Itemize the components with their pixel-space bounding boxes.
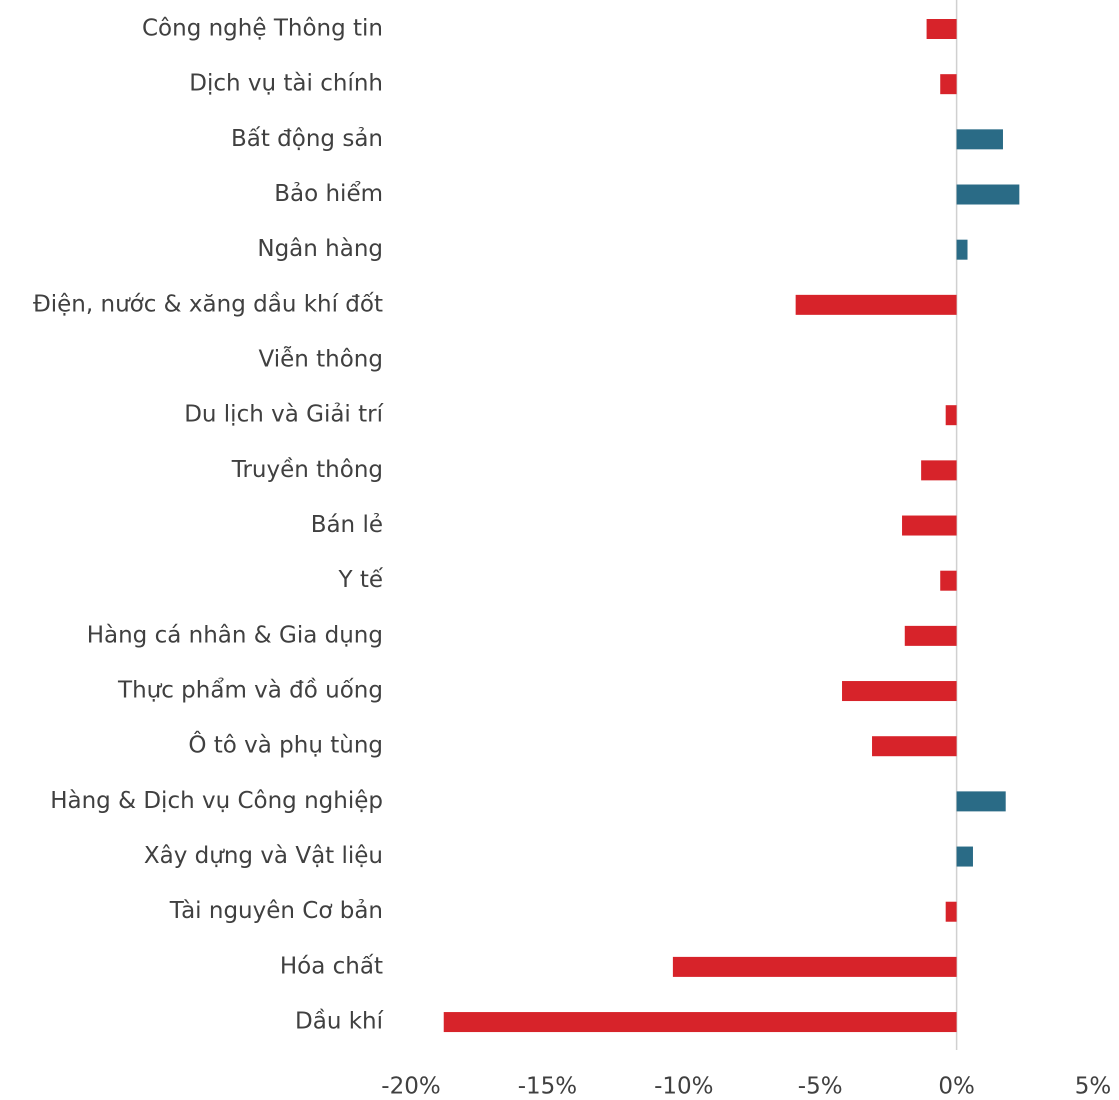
y-tick-label: Dầu khí: [295, 1009, 384, 1035]
y-tick-label: Truyền thông: [231, 457, 383, 483]
x-tick-label: -15%: [518, 1074, 577, 1100]
y-tick-label: Xây dựng và Vật liệu: [144, 843, 383, 869]
x-tick-label: 0%: [938, 1074, 975, 1100]
bar: [902, 515, 957, 536]
y-tick-label: Du lịch và Giải trí: [184, 402, 383, 428]
bar: [940, 570, 957, 591]
x-tick-label: -5%: [798, 1074, 843, 1100]
bar: [945, 901, 957, 922]
bar: [921, 460, 957, 481]
y-tick-label: Hàng & Dịch vụ Công nghiệp: [50, 788, 383, 814]
y-tick-label: Bảo hiểm: [274, 181, 383, 207]
x-tick-label: -10%: [654, 1074, 713, 1100]
bar: [940, 74, 957, 95]
bar: [842, 681, 957, 702]
y-tick-label: Hóa chất: [280, 953, 383, 979]
bar: [956, 846, 973, 867]
y-tick-label: Y tế: [337, 567, 383, 593]
y-tick-label: Bán lẻ: [311, 512, 383, 538]
bar: [926, 19, 957, 39]
y-tick-label: Hàng cá nhân & Gia dụng: [87, 622, 383, 648]
bar: [904, 625, 957, 646]
bar: [872, 736, 957, 757]
y-tick-label: Ô tô và phụ tùng: [188, 731, 383, 759]
y-tick-label: Tài nguyên Cơ bản: [169, 898, 383, 924]
bar: [443, 1012, 957, 1033]
bar: [956, 184, 1020, 205]
bar: [956, 239, 968, 260]
y-tick-label: Thực phẩm và đồ uống: [117, 678, 383, 704]
x-tick-label: 5%: [1075, 1074, 1112, 1100]
bar: [945, 405, 957, 426]
y-tick-label: Công nghệ Thông tin: [142, 16, 383, 42]
x-tick-label: -20%: [381, 1074, 440, 1100]
y-tick-label: Điện, nước & xăng dầu khí đốt: [33, 291, 383, 317]
bar: [795, 294, 957, 315]
bar: [956, 791, 1006, 812]
y-tick-label: Ngân hàng: [257, 236, 383, 262]
y-tick-label: Dịch vụ tài chính: [189, 71, 383, 97]
y-tick-label: Viễn thông: [258, 345, 383, 373]
bar: [672, 956, 957, 977]
bar: [956, 129, 1003, 150]
y-tick-label: Bất động sản: [231, 126, 383, 152]
